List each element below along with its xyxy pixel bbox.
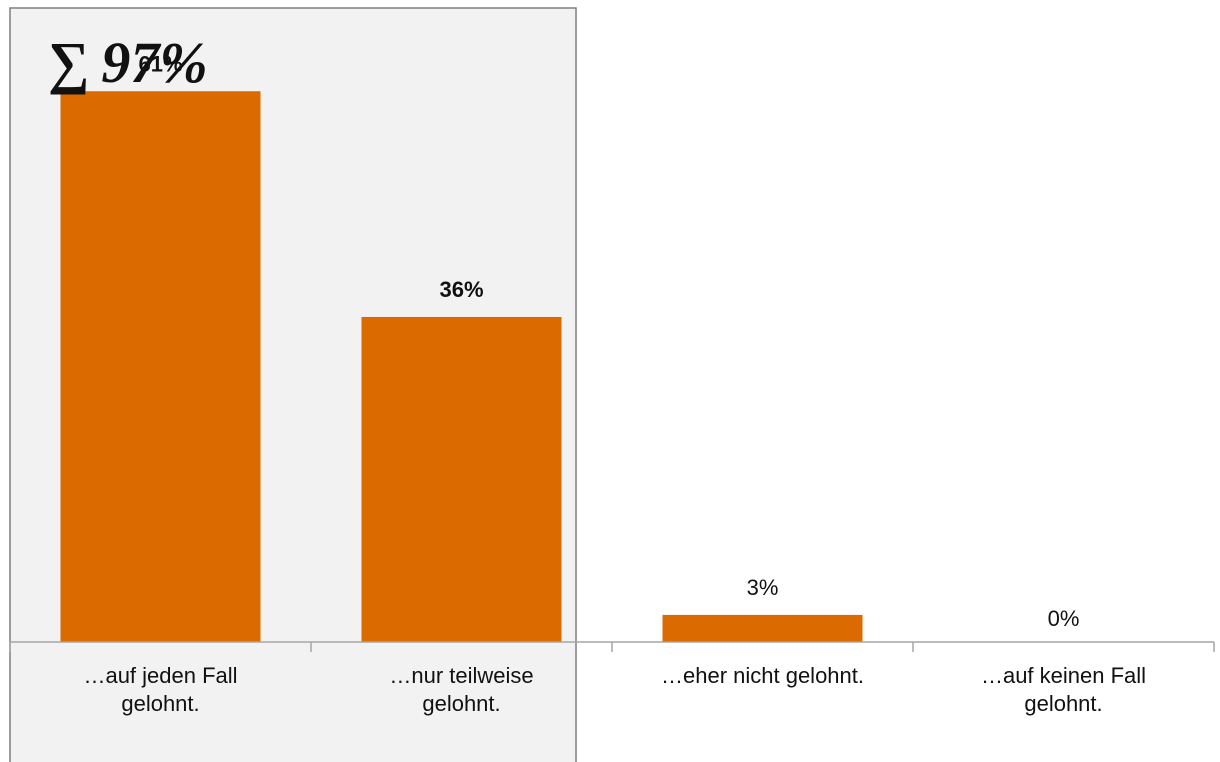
sigma-symbol: ∑ [48,30,90,95]
data-label-1: 36% [439,277,483,302]
x-tick-label-0: …auf jeden Fall gelohnt. [83,663,238,716]
sum-annotation: ∑ 97% [48,34,208,92]
bar-2 [662,614,863,642]
x-tick-label-3: …auf keinen Fall gelohnt. [980,663,1147,716]
x-tick-label-1: …nur teilweise gelohnt. [389,663,534,716]
sum-value: 97% [101,30,208,95]
bar-1 [361,316,562,642]
data-label-2: 3% [747,575,779,600]
data-label-3: 0% [1048,606,1080,631]
bar-0 [60,91,261,642]
data-label-0: 61% [138,51,182,76]
x-tick-label-2: …eher nicht gelohnt. [660,663,865,688]
